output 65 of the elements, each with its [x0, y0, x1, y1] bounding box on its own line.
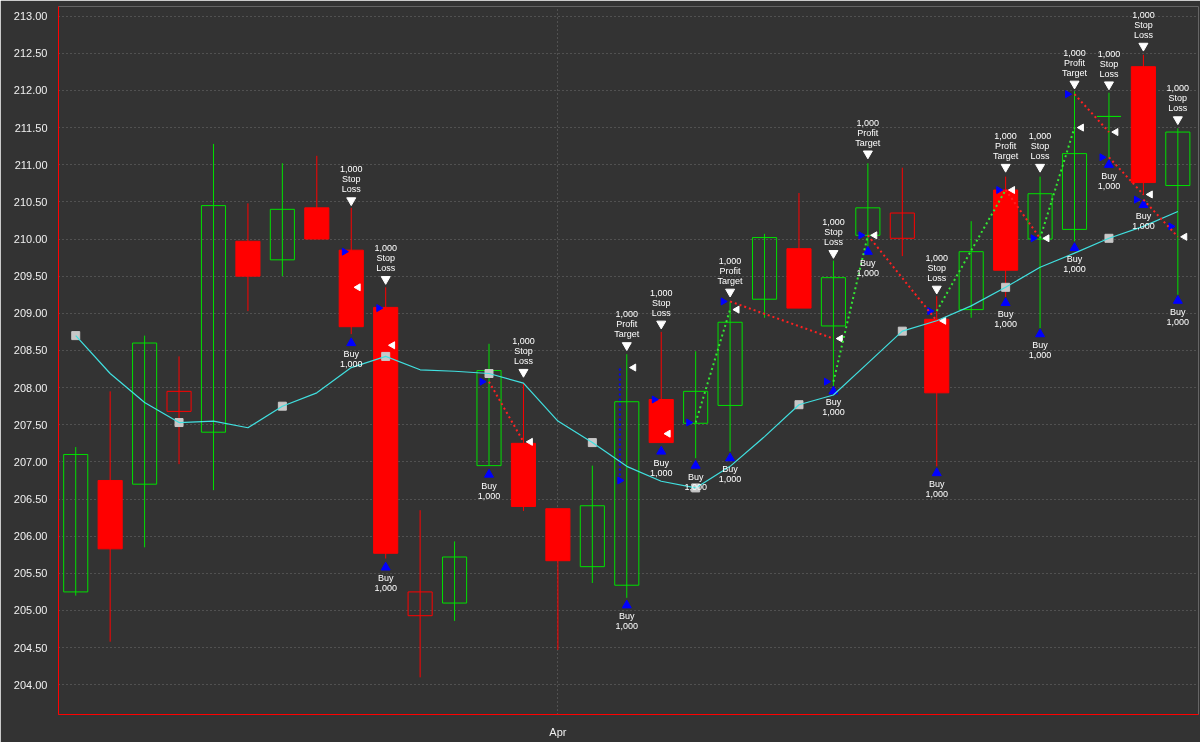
- annotation: 1,000 Stop Loss: [374, 243, 397, 274]
- annotation: Buy 1,000: [856, 257, 880, 278]
- y-tick-label: 207.00: [13, 455, 48, 468]
- candlestick: [683, 350, 709, 459]
- y-tick-label: 205.00: [13, 604, 48, 617]
- y-tick-label: 204.50: [13, 641, 48, 654]
- annotation: Buy 1,000: [477, 480, 501, 501]
- annotation: 1,000 Stop Loss: [512, 336, 535, 367]
- annotation: 1,000 Profit Target: [717, 255, 744, 286]
- y-tick-label: 212.50: [13, 47, 48, 60]
- y-tick-label: 206.00: [13, 530, 48, 543]
- annotation: 1,000 Stop Loss: [649, 287, 673, 318]
- y-tick-label: 206.50: [13, 493, 48, 506]
- annotation: Buy 1,000: [718, 464, 742, 485]
- candlestick: [63, 446, 89, 597]
- y-tick-label: 204.00: [13, 678, 48, 691]
- y-tick-label: 207.50: [13, 418, 48, 431]
- annotation: Buy 1,000: [649, 457, 673, 478]
- annotation: 1,000 Profit Target: [1062, 47, 1088, 78]
- candlestick: [579, 465, 605, 584]
- y-tick-label: 212.00: [13, 84, 48, 97]
- candlestick: [476, 343, 502, 467]
- annotation: 1,000 Profit Target: [993, 130, 1019, 161]
- candlestick: [958, 220, 984, 319]
- candlestick: [200, 143, 227, 491]
- y-tick-label: 211.50: [14, 121, 48, 134]
- annotation: Buy 1,000: [339, 349, 363, 370]
- annotation: Buy 1,000: [1028, 340, 1052, 361]
- annotation: 1,000 Stop Loss: [1028, 130, 1052, 161]
- annotation: 1,000 Stop Loss: [1132, 9, 1155, 40]
- y-tick-label: 205.50: [13, 567, 48, 580]
- annotation: Buy 1,000: [1166, 306, 1190, 327]
- annotation: 1,000 Stop Loss: [339, 164, 363, 195]
- candlestick: [614, 353, 640, 599]
- annotation: Buy 1,000: [925, 479, 949, 500]
- candlestick: [751, 233, 778, 319]
- annotation: Buy 1,000: [994, 308, 1017, 329]
- y-tick-label: 213.00: [13, 10, 48, 23]
- candlestick: [166, 355, 192, 465]
- candlestick: [717, 300, 743, 453]
- candlestick: [132, 335, 158, 548]
- candlestick: [1096, 92, 1122, 159]
- y-tick-label: 209.00: [13, 307, 48, 320]
- y-tick-label: 208.00: [13, 381, 48, 394]
- annotation: 1,000 Stop Loss: [925, 252, 949, 283]
- y-tick-label: 211.00: [14, 158, 48, 171]
- annotation: Buy 1,000: [1097, 170, 1121, 191]
- candlestick: [442, 540, 468, 622]
- annotation: Buy 1,000: [822, 397, 845, 418]
- annotation: 1,000 Stop Loss: [1097, 48, 1121, 79]
- annotation: 1,000 Profit Target: [855, 117, 881, 148]
- annotation: 1,000 Profit Target: [614, 309, 640, 340]
- x-tick-label: Apr: [549, 725, 567, 738]
- annotation: Buy 1,000: [374, 573, 397, 594]
- candlestick: [889, 167, 915, 257]
- annotation: Buy 1,000: [1063, 253, 1086, 274]
- annotation: 1,000 Stop Loss: [822, 217, 845, 248]
- y-tick-label: 210.00: [13, 233, 48, 246]
- annotation: 1,000 Stop Loss: [1166, 83, 1190, 114]
- candlestick: [407, 509, 433, 678]
- annotation: Buy 1,000: [615, 611, 639, 632]
- y-tick-label: 210.50: [13, 195, 48, 208]
- candlestick: [269, 162, 295, 277]
- y-tick-label: 209.50: [13, 270, 48, 283]
- y-tick-label: 208.50: [13, 344, 48, 357]
